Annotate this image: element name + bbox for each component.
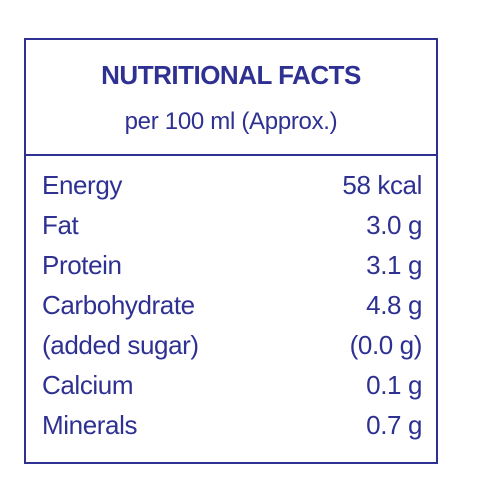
nutrient-amount: 4.8 g <box>366 290 422 320</box>
nutrient-row: Carbohydrate 4.8 g <box>42 290 422 324</box>
nutrient-name: Energy <box>42 170 122 200</box>
nutrient-amount: 3.0 g <box>366 210 422 240</box>
nutrient-name: Fat <box>42 210 79 240</box>
divider <box>26 154 436 156</box>
nutrient-row: Protein 3.1 g <box>42 250 422 284</box>
nutrient-amount: 0.7 g <box>366 410 422 440</box>
nutrient-amount: (0.0 g) <box>349 330 423 360</box>
subtitle: per 100 ml (Approx.) <box>124 108 338 135</box>
nutrient-amount: 0.1 g <box>366 370 422 400</box>
nutrient-row: Minerals 0.7 g <box>42 410 422 444</box>
nutrient-name: Calcium <box>42 370 134 400</box>
nutrient-name: Protein <box>42 250 122 280</box>
nutrient-row: (added sugar) (0.0 g) <box>42 330 422 364</box>
nutrient-name: (added sugar) <box>42 330 199 360</box>
nutrition-box: NUTRITIONAL FACTS per 100 ml (Approx.) E… <box>24 38 438 464</box>
title: NUTRITIONAL FACTS <box>101 60 361 90</box>
nutrient-name: Carbohydrate <box>42 290 195 320</box>
nutrient-row: Energy 58 kcal <box>42 170 422 204</box>
nutrient-amount: 58 kcal <box>342 170 422 200</box>
nutrient-amount: 3.1 g <box>366 250 422 280</box>
nutrient-name: Minerals <box>42 410 138 440</box>
nutrient-row: Calcium 0.1 g <box>42 370 422 404</box>
nutrient-row: Fat 3.0 g <box>42 210 422 244</box>
